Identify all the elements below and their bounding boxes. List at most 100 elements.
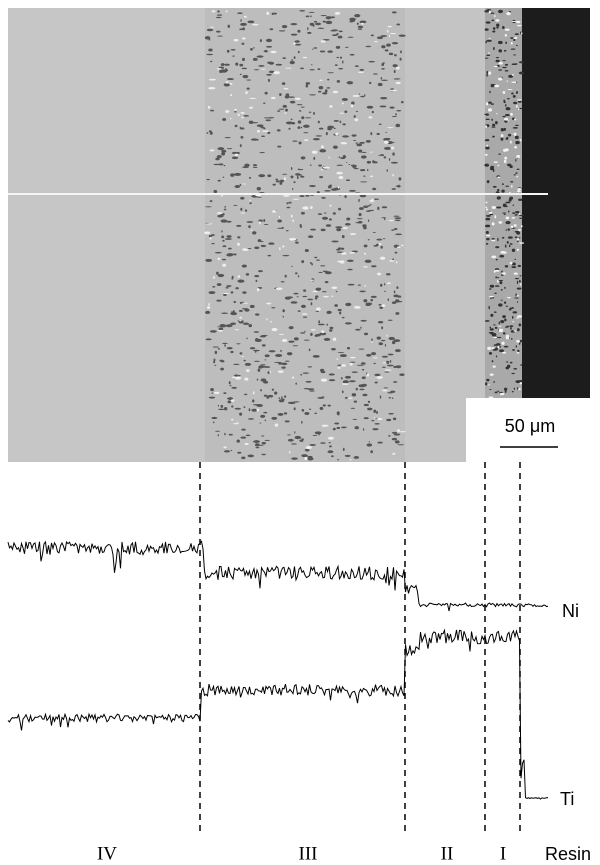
speck (220, 404, 224, 408)
speck (388, 413, 394, 415)
speck (488, 101, 492, 104)
speck (336, 251, 344, 253)
speck (328, 218, 332, 221)
speck (396, 110, 402, 112)
speck (392, 64, 398, 68)
speck (282, 254, 290, 257)
speck (211, 10, 216, 13)
speck (282, 309, 285, 313)
speck (518, 71, 524, 75)
speck (516, 295, 520, 297)
speck (494, 391, 498, 394)
speck (297, 310, 301, 312)
speck (365, 139, 371, 143)
speck (266, 73, 272, 76)
speck (308, 408, 312, 410)
speck (320, 378, 328, 382)
speck (397, 444, 405, 446)
speck (486, 144, 489, 147)
speck (256, 288, 260, 292)
speck (233, 38, 239, 42)
speck (216, 212, 223, 215)
speck (289, 60, 295, 65)
speck (503, 206, 509, 208)
speck (240, 207, 243, 211)
speck (222, 342, 228, 345)
speck (490, 103, 495, 105)
speck (257, 286, 263, 289)
speck (277, 219, 282, 223)
speck (228, 381, 231, 385)
speck (276, 129, 281, 132)
speck (391, 437, 398, 441)
speck (295, 382, 298, 385)
speck (208, 302, 210, 306)
speck (511, 391, 514, 393)
speck (206, 28, 214, 32)
speck (213, 189, 218, 194)
speck (337, 459, 339, 461)
speck (388, 34, 391, 38)
speck (248, 408, 251, 412)
speck (401, 244, 404, 247)
speck (349, 21, 353, 23)
speck (322, 404, 326, 407)
speck (519, 242, 525, 244)
speck (515, 211, 520, 214)
speck (206, 306, 211, 310)
speck (309, 69, 315, 71)
speck (392, 152, 395, 156)
speck (223, 164, 226, 167)
speck (309, 94, 317, 96)
speck (224, 238, 232, 240)
speck (248, 323, 252, 328)
speck (512, 204, 514, 207)
speck (347, 268, 353, 271)
speck (332, 90, 339, 94)
speck (264, 359, 267, 361)
speck (490, 165, 495, 169)
speck (263, 117, 271, 119)
speck (279, 179, 285, 183)
speck (213, 358, 216, 362)
speck (399, 431, 406, 433)
speck (364, 259, 372, 263)
speck (332, 34, 338, 37)
speck (252, 399, 255, 403)
speck (318, 164, 322, 167)
speck (263, 223, 269, 225)
speck (369, 199, 375, 203)
speck (297, 126, 301, 129)
speck (376, 36, 384, 40)
speck (516, 240, 519, 243)
speck (226, 49, 230, 53)
speck (518, 388, 521, 391)
speck (336, 357, 338, 360)
speck (258, 219, 263, 222)
speck (391, 11, 397, 14)
speck (351, 371, 358, 373)
speck (385, 131, 387, 133)
speck (381, 67, 385, 70)
speck (218, 327, 224, 331)
speck (297, 275, 300, 278)
speck (510, 42, 513, 45)
speck (234, 108, 237, 111)
speck (485, 217, 491, 221)
speck (217, 434, 220, 437)
speck (290, 214, 293, 218)
speck (224, 344, 226, 347)
speck (496, 23, 500, 27)
speck (234, 329, 239, 331)
speck (484, 163, 490, 167)
speck (344, 156, 347, 158)
speck (485, 242, 489, 245)
speck (499, 280, 503, 285)
speck (395, 123, 401, 128)
speck (294, 97, 301, 100)
speck (244, 163, 250, 167)
speck (484, 113, 488, 116)
speck (489, 213, 494, 216)
speck (240, 196, 245, 200)
speck (512, 349, 515, 351)
